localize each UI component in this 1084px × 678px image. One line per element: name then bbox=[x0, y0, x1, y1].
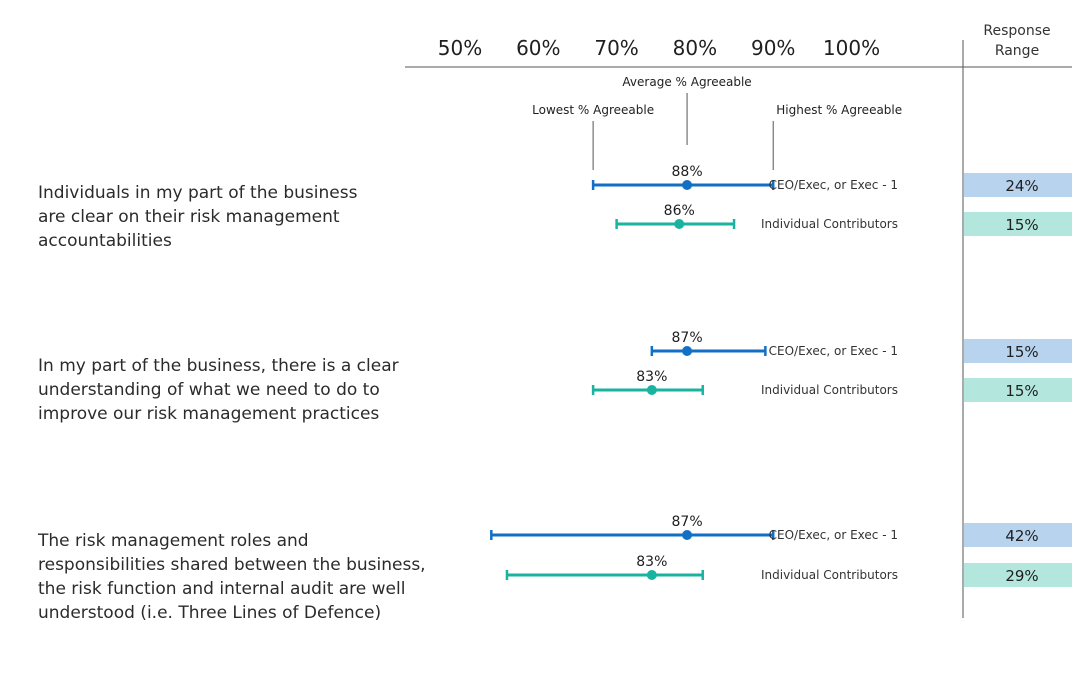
response-range-cell bbox=[964, 173, 1072, 197]
response-range-cell bbox=[964, 339, 1072, 363]
response-range-value: 15% bbox=[1005, 343, 1038, 361]
response-range-cell bbox=[964, 378, 1072, 402]
group-label: Individual Contributors bbox=[761, 568, 898, 582]
average-data-label: 83% bbox=[636, 554, 667, 570]
question-text-line: improve our risk management practices bbox=[38, 404, 379, 424]
response-range-cell bbox=[964, 212, 1072, 236]
axis-tick-label: 60% bbox=[516, 36, 560, 60]
average-point bbox=[682, 346, 693, 356]
axis-tick-label: 90% bbox=[751, 36, 795, 60]
response-range-header-line2: Range bbox=[995, 43, 1039, 59]
average-data-label: 86% bbox=[664, 203, 695, 219]
average-point bbox=[646, 570, 657, 580]
group-label: CEO/Exec, or Exec - 1 bbox=[769, 528, 898, 542]
response-range-value: 15% bbox=[1005, 216, 1038, 234]
question-text-line: Individuals in my part of the business bbox=[38, 183, 358, 203]
legend-lowest-label: Lowest % Agreeable bbox=[532, 103, 654, 117]
group-label: Individual Contributors bbox=[761, 383, 898, 397]
average-point bbox=[682, 180, 693, 190]
question-text-line: are clear on their risk management bbox=[38, 207, 340, 227]
response-range-value: 42% bbox=[1005, 527, 1038, 545]
response-range-cell bbox=[964, 523, 1072, 547]
question-text-line: the risk function and internal audit are… bbox=[38, 579, 405, 599]
axis-tick-label: 100% bbox=[823, 36, 880, 60]
average-data-label: 87% bbox=[672, 330, 703, 346]
question-text-line: In my part of the business, there is a c… bbox=[38, 356, 399, 376]
average-data-label: 88% bbox=[672, 164, 703, 180]
question-text-line: The risk management roles and bbox=[37, 531, 309, 551]
legend-average-label: Average % Agreeable bbox=[622, 75, 751, 89]
group-label: CEO/Exec, or Exec - 1 bbox=[769, 178, 898, 192]
response-range-cell bbox=[964, 563, 1072, 587]
response-range-value: 15% bbox=[1005, 382, 1038, 400]
axis-tick-label: 70% bbox=[594, 36, 638, 60]
group-label: CEO/Exec, or Exec - 1 bbox=[769, 344, 898, 358]
response-range-value: 29% bbox=[1005, 567, 1038, 585]
axis-tick-label: 50% bbox=[438, 36, 482, 60]
average-data-label: 87% bbox=[672, 514, 703, 530]
average-point bbox=[674, 219, 685, 229]
legend-highest-label: Highest % Agreeable bbox=[776, 103, 902, 117]
axis-tick-label: 80% bbox=[673, 36, 717, 60]
response-range-header-line1: Response bbox=[983, 23, 1050, 39]
question-text-line: accountabilities bbox=[38, 231, 172, 251]
group-label: Individual Contributors bbox=[761, 217, 898, 231]
average-data-label: 83% bbox=[636, 369, 667, 385]
response-range-value: 24% bbox=[1005, 177, 1038, 195]
average-point bbox=[646, 385, 657, 395]
average-point bbox=[682, 530, 693, 540]
question-text-line: understanding of what we need to do to bbox=[38, 380, 380, 400]
question-text-line: understood (i.e. Three Lines of Defence) bbox=[38, 603, 381, 623]
question-text-line: responsibilities shared between the busi… bbox=[38, 555, 426, 575]
